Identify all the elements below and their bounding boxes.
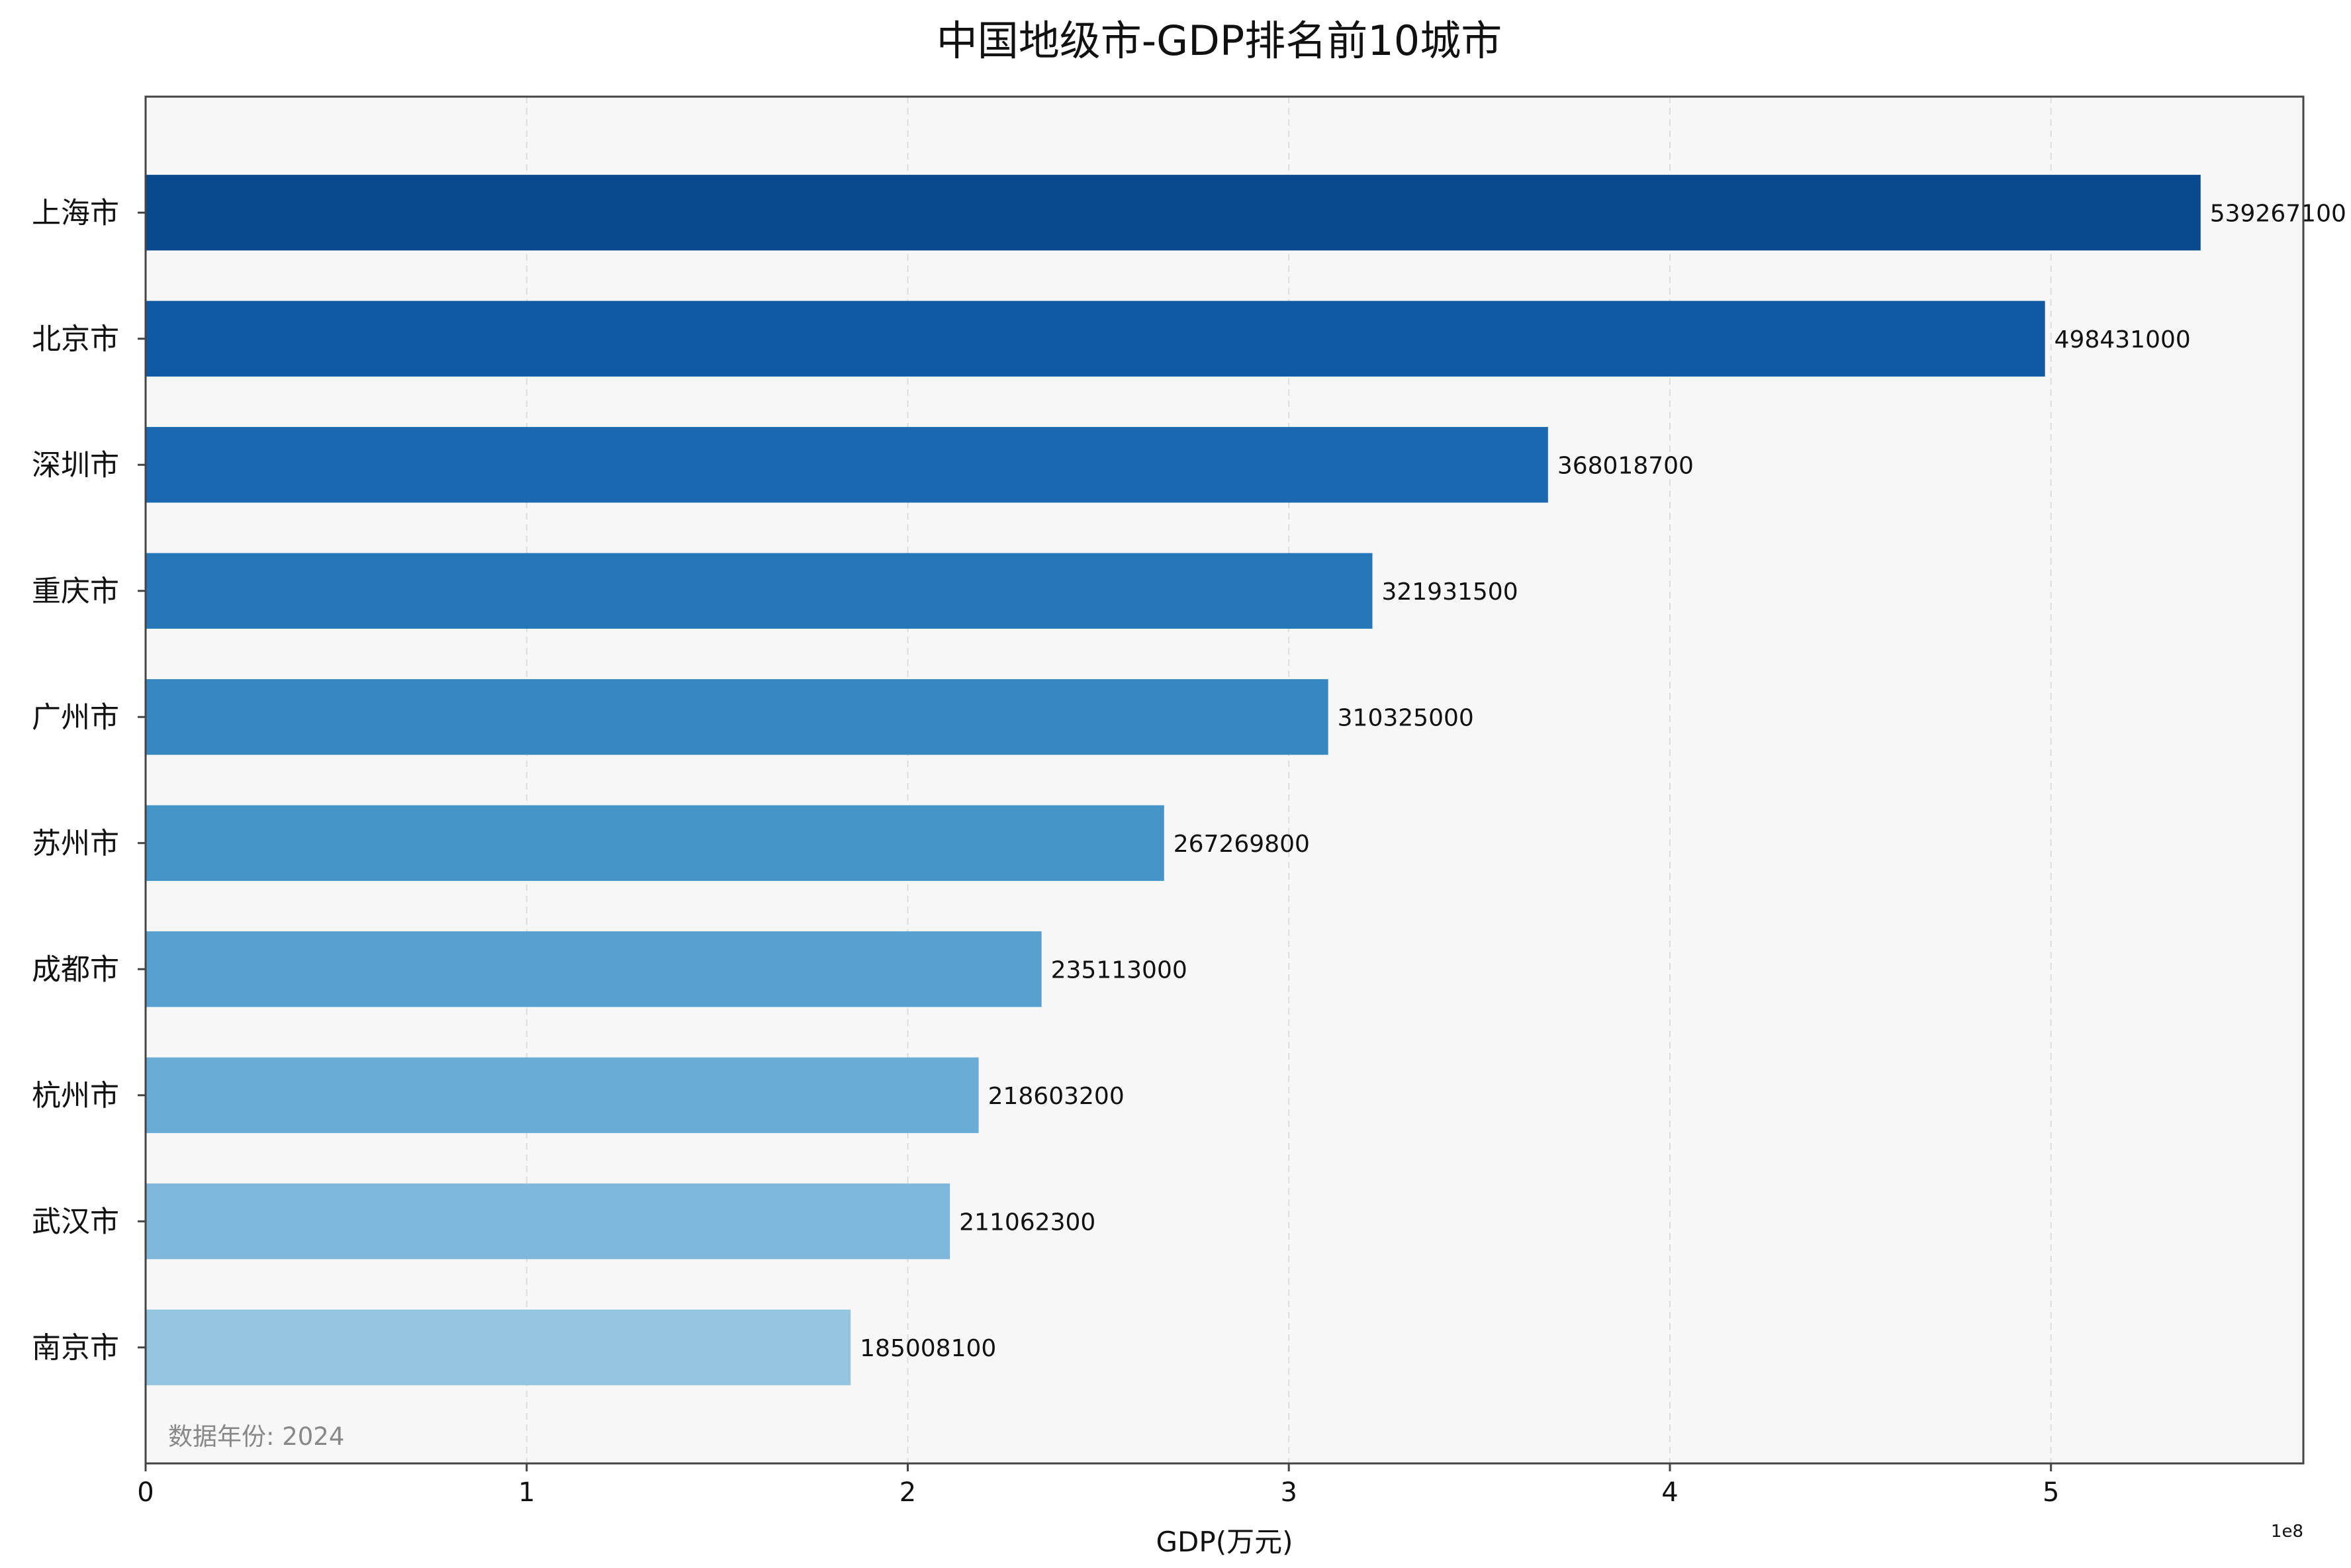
plot-frame [144,95,2305,1465]
bar-value-label: 218603200 [988,1083,1125,1110]
bar-value-label: 321931500 [1381,578,1518,606]
bar [146,175,2201,251]
bar-value-label: 235113000 [1051,956,1187,984]
x-axis: 0 1 2 3 4 5 [137,1463,2059,1508]
y-tick-label: 北京市 [32,322,119,356]
x-tick-label: 3 [1280,1477,1297,1508]
bar [146,553,1373,629]
bar-value-label: 368018700 [1557,452,1694,479]
bar-value-label: 267269800 [1174,831,1310,858]
chart-title: 中国地级市-GDP排名前10城市 [937,17,1502,65]
x-tick-label: 4 [1661,1477,1678,1508]
x-tick-label: 0 [137,1477,154,1508]
bar [146,427,1548,503]
bar [146,679,1328,755]
bar [146,1309,851,1385]
x-tick-label: 2 [899,1477,916,1508]
data-year-annotation: 数据年份: 2024 [168,1422,344,1451]
y-tick-label: 武汉市 [32,1205,119,1238]
bar [146,300,2045,377]
y-tick-label: 杭州市 [32,1079,119,1113]
bar-value-label: 211062300 [959,1209,1095,1236]
bar [146,1057,979,1133]
bar [146,805,1164,881]
y-tick-label: 广州市 [32,700,119,734]
y-tick-label: 深圳市 [32,448,119,482]
y-tick-label: 上海市 [32,196,119,230]
y-tick-label: 成都市 [32,952,119,986]
x-tick-label: 1 [518,1477,535,1508]
bar-value-label: 498431000 [2054,326,2191,353]
x-offset-label: 1e8 [2271,1522,2303,1542]
bar-value-label: 185008100 [860,1335,996,1362]
bar-value-label: 310325000 [1338,704,1474,731]
bars: 539267100 498431000 368018700 321931500 3103… [146,175,2346,1385]
bar [146,931,1042,1007]
y-tick-label: 苏州市 [32,827,119,860]
bar-value-label: 539267100 [2210,200,2346,227]
bar [146,1183,950,1260]
x-axis-label: GDP(万元) [1156,1526,1293,1558]
y-tick-label: 重庆市 [32,575,119,608]
y-tick-label: 南京市 [32,1331,119,1365]
x-tick-label: 5 [2043,1477,2059,1508]
